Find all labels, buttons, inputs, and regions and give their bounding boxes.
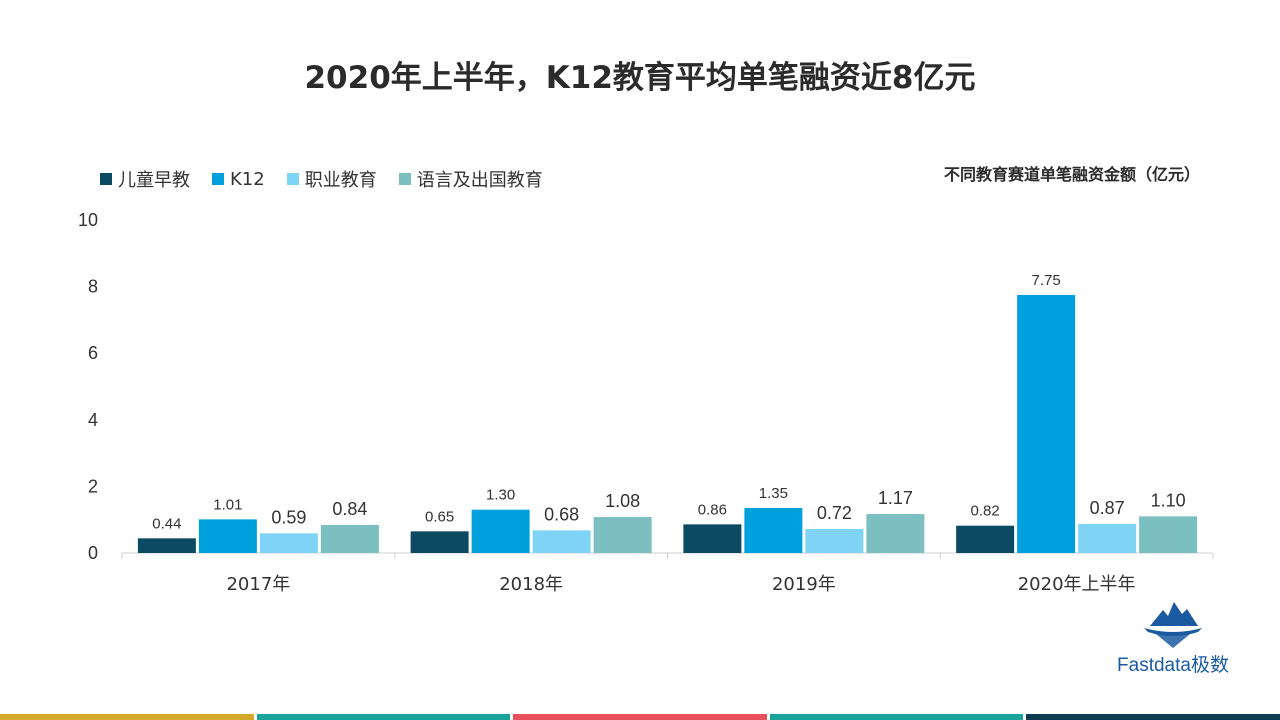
x-tick-label: 2020年上半年 [1018, 574, 1136, 595]
data-label: 7.75 [1032, 272, 1061, 289]
data-label: 0.87 [1090, 498, 1125, 518]
x-tick-label: 2018年 [499, 574, 563, 595]
legend-item-k12: K12 [212, 166, 265, 192]
legend-item-early-education: 儿童早教 [100, 166, 190, 192]
bar [532, 530, 591, 553]
legend-label-language: 语言及出国教育 [416, 170, 543, 191]
bar [956, 525, 1015, 553]
footer-segment [256, 714, 511, 720]
legend-label-k12: K12 [230, 168, 265, 190]
legend-swatch-early-education [100, 173, 112, 185]
bar [410, 531, 469, 553]
page-title: 2020年上半年，K12教育平均单笔融资近8亿元 [304, 60, 976, 96]
bar [805, 529, 864, 553]
y-tick-label: 2 [88, 476, 98, 496]
bar [137, 538, 196, 553]
iceberg-icon [1144, 602, 1202, 648]
bar [198, 519, 257, 553]
footer-segment [1026, 714, 1280, 720]
legend-label-early-education: 儿童早教 [118, 170, 190, 191]
data-label: 0.68 [544, 504, 579, 524]
data-label: 0.84 [332, 499, 367, 519]
bar [471, 509, 530, 553]
y-tick-label: 8 [88, 277, 98, 297]
footer-segment [513, 714, 767, 720]
legend-item-vocational: 职业教育 [286, 166, 377, 192]
y-tick-label: 10 [78, 210, 98, 230]
footer-segment [0, 714, 254, 720]
footer-segment [769, 714, 1024, 720]
brand-name: Fastdata极数 [1117, 655, 1229, 676]
bar [1017, 294, 1076, 553]
data-label: 1.30 [486, 487, 515, 504]
bar [593, 517, 652, 553]
data-label: 1.35 [759, 485, 788, 502]
legend-item-language: 语言及出国教育 [398, 166, 543, 192]
legend-swatch-vocational [286, 173, 299, 185]
bar [1078, 524, 1137, 553]
data-label: 0.86 [698, 501, 727, 518]
bar [683, 524, 742, 553]
data-label: 0.82 [971, 503, 1000, 520]
brand-logo: Fastdata极数 [1108, 596, 1238, 680]
data-label: 0.72 [817, 503, 852, 523]
bar [744, 508, 803, 553]
data-label: 0.65 [425, 508, 454, 525]
y-tick-label: 6 [88, 343, 98, 363]
data-label: 1.01 [213, 496, 242, 513]
chart-subtitle: 不同教育赛道单笔融资金额（亿元） [943, 165, 1200, 184]
bar [866, 514, 925, 553]
bar [259, 533, 318, 553]
chart-legend: 儿童早教 K12 职业教育 语言及出国教育 [100, 166, 543, 192]
legend-swatch-k12 [212, 173, 224, 185]
data-label: 0.59 [271, 507, 306, 527]
data-label: 1.08 [605, 491, 640, 511]
legend-swatch-language [398, 173, 411, 185]
x-tick-label: 2019年 [772, 574, 836, 595]
x-tick-label: 2017年 [226, 574, 290, 595]
data-label: 1.10 [1151, 490, 1186, 510]
legend-label-vocational: 职业教育 [304, 170, 377, 191]
bar [1139, 516, 1198, 553]
footer-color-bar [0, 714, 1280, 720]
bar [320, 525, 379, 553]
y-tick-label: 0 [88, 543, 98, 563]
data-label: 0.44 [152, 515, 181, 532]
y-tick-label: 4 [88, 410, 98, 430]
data-label: 1.17 [878, 488, 913, 508]
